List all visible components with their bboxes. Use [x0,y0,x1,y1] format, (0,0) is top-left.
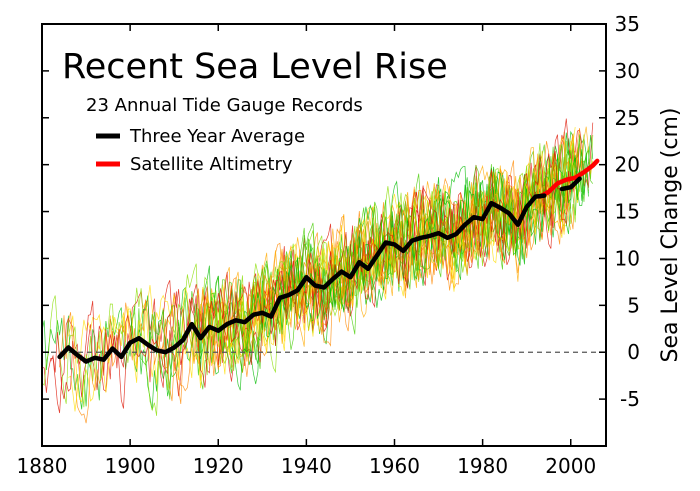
series-line-satellite-altimetry [537,158,600,199]
x-tick-label: 1940 [281,454,332,478]
series-line-three-year-average-recent [559,176,582,192]
chart-subtitle: 23 Annual Tide Gauge Records [86,95,363,116]
axis-ticks: 1880 1900 1920 1940 1960 1980 2000 -5 0 5 10 15 20 25… [17,12,640,478]
series-lines [57,158,600,364]
x-tick-label: 1920 [193,454,244,478]
legend-label-three-year-average: Three Year Average [129,126,305,147]
chart-title: Recent Sea Level Rise [62,47,448,87]
y-tick-label: 0 [627,340,640,364]
y-tick-label: 25 [615,106,640,130]
y-tick-label: 15 [615,200,640,224]
x-tick-label: 2000 [545,454,596,478]
y-tick-label: -5 [620,387,640,411]
y-tick-label: 10 [615,246,640,270]
y-tick-label: 35 [615,12,640,36]
y-tick-label: 30 [615,59,640,83]
x-tick-label: 1980 [457,454,508,478]
y-tick-label: 5 [627,293,640,317]
plot-frame [41,23,607,447]
y-tick-label: 20 [615,153,640,177]
tide-gauge-line [165,143,585,374]
y-axis-title: Sea Level Change (cm) [658,108,683,363]
legend-label-satellite-altimetry: Satellite Altimetry [130,154,293,175]
x-tick-label: 1960 [369,454,420,478]
series-line-three-year-average [57,193,547,364]
x-tick-label: 1900 [105,454,156,478]
legend: Three Year Average Satellite Altimetry [96,126,305,175]
x-tick-label: 1880 [17,454,68,478]
tide-gauge-line [195,163,572,366]
